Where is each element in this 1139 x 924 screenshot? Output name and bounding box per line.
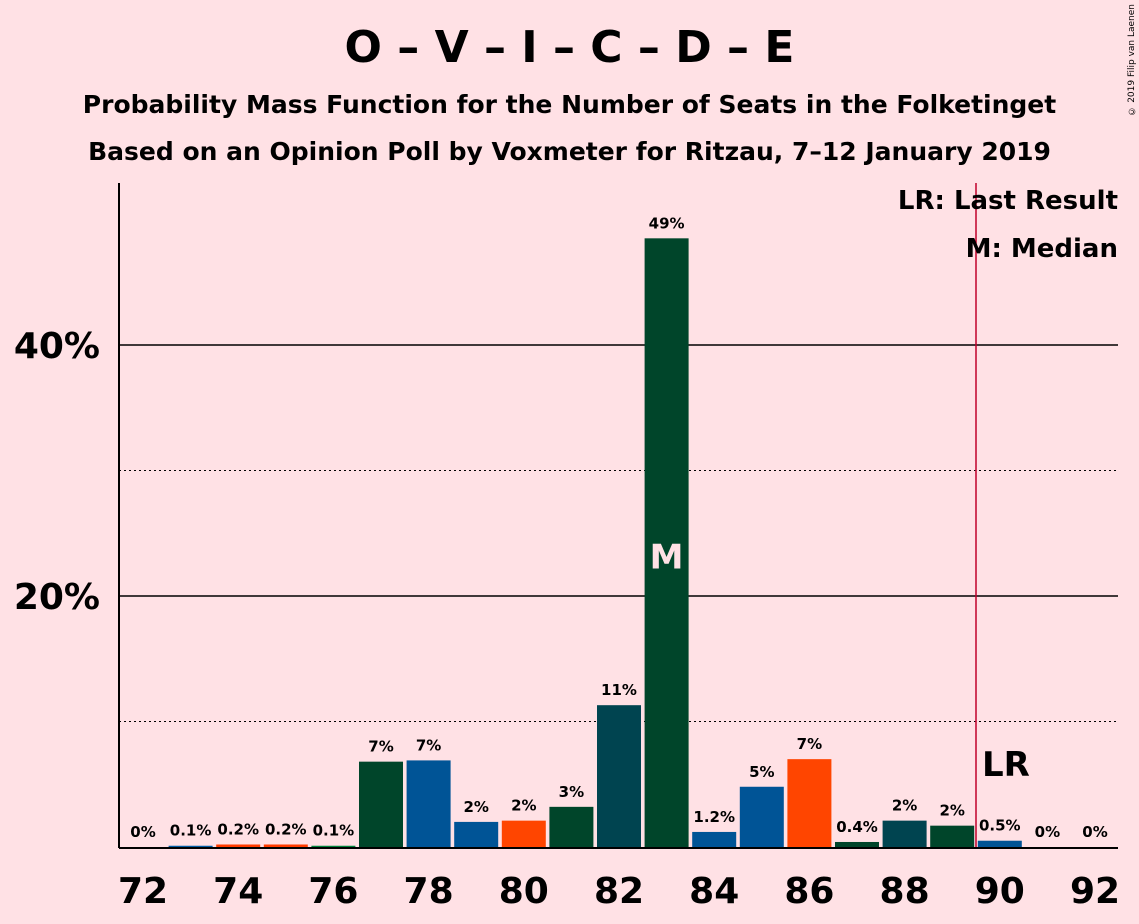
- bar-value-label: 0.5%: [979, 817, 1021, 835]
- bar-value-label: 1.2%: [693, 808, 735, 826]
- median-marker: M: [650, 538, 684, 578]
- bar-seat-89: [930, 825, 975, 847]
- x-tick-label: 88: [880, 871, 930, 912]
- bar-value-label: 7%: [797, 735, 822, 753]
- legend-last-result: LR: Last Result: [898, 186, 1118, 216]
- x-tick-label: 82: [594, 871, 644, 912]
- bar-value-label: 0%: [130, 823, 155, 841]
- y-tick-label: 40%: [14, 326, 100, 367]
- bar-seat-86: [787, 759, 832, 847]
- bar-seat-83: [644, 238, 689, 847]
- x-tick-label: 84: [689, 871, 739, 912]
- x-tick-label: 80: [499, 871, 549, 912]
- bar-seat-87: [835, 841, 879, 847]
- last-result-marker: LR: [982, 745, 1030, 785]
- x-tick-label: 90: [975, 871, 1025, 912]
- bar-seat-88: [882, 820, 927, 847]
- bar-value-label: 11%: [601, 681, 637, 699]
- bar-seat-74: [216, 844, 261, 847]
- y-tick-label: 20%: [14, 577, 100, 618]
- bar-value-label: 0%: [1082, 823, 1107, 841]
- bar-value-label: 7%: [416, 736, 441, 754]
- bar-seat-84: [692, 831, 737, 847]
- bar-seat-73: [168, 845, 213, 847]
- bar-seat-76: [311, 845, 356, 847]
- bar-value-label: 5%: [749, 763, 774, 781]
- bar-seat-90: [977, 840, 1022, 847]
- bar-seat-78: [406, 760, 451, 847]
- x-tick-label: 92: [1070, 871, 1120, 912]
- bar-value-label: 2%: [939, 802, 964, 820]
- bar-seat-77: [359, 761, 403, 847]
- x-tick-label: 72: [118, 871, 168, 912]
- bar-value-label: 0.2%: [217, 820, 259, 838]
- x-tick-label: 78: [404, 871, 454, 912]
- bar-value-label: 3%: [559, 783, 584, 801]
- bar-value-label: 0.1%: [170, 822, 212, 840]
- bar-seat-85: [739, 786, 784, 847]
- chart-subtitle-source: Based on an Opinion Poll by Voxmeter for…: [88, 137, 1051, 166]
- bar-value-label: 0.4%: [836, 818, 878, 836]
- x-tick-label: 74: [213, 871, 263, 912]
- bar-value-label: 2%: [892, 797, 917, 815]
- bar-value-label: 0.1%: [313, 822, 355, 840]
- bar-seat-79: [454, 821, 499, 847]
- bar-value-label: 49%: [649, 214, 685, 232]
- bar-value-label: 0%: [1035, 823, 1060, 841]
- bar-value-label: 0.2%: [265, 820, 307, 838]
- bar-value-label: 7%: [368, 738, 393, 756]
- chart-title: O – V – I – C – D – E: [344, 22, 795, 73]
- x-tick-label: 86: [784, 871, 834, 912]
- bar-value-label: 2%: [463, 798, 488, 816]
- bar-seat-75: [263, 844, 308, 847]
- bar-seat-82: [597, 705, 641, 847]
- bar-value-label: 2%: [511, 797, 536, 815]
- bar-seat-80: [501, 820, 546, 847]
- bar-seat-81: [549, 806, 594, 847]
- x-tick-label: 76: [308, 871, 358, 912]
- legend-median: M: Median: [966, 234, 1118, 264]
- chart-subtitle: Probability Mass Function for the Number…: [82, 90, 1057, 119]
